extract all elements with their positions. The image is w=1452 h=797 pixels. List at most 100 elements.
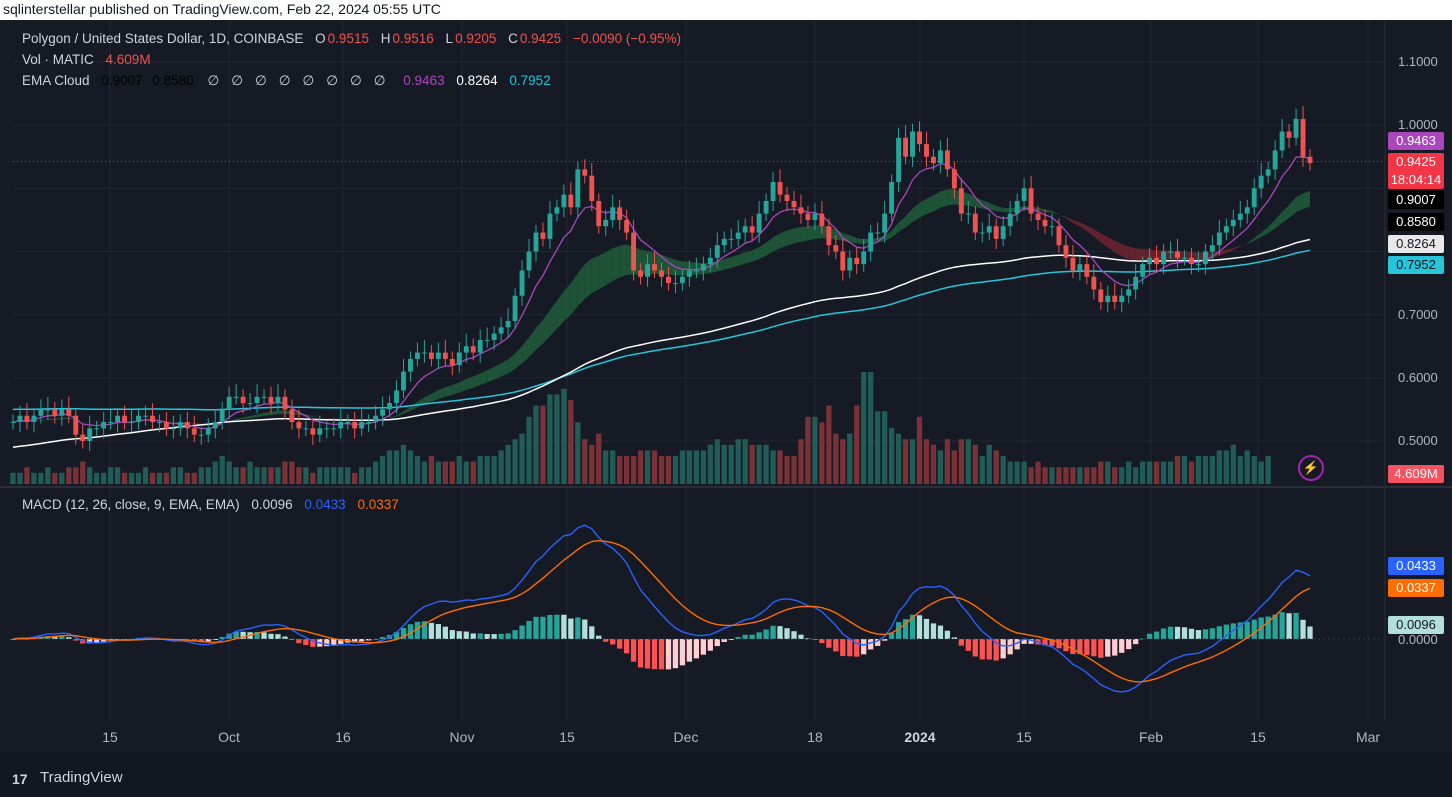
volume-tag: 4.609M [1388,465,1444,483]
volume-bar [610,450,616,484]
macd-histogram-bar [254,631,260,639]
ema-cloud-segment [773,233,781,252]
candle-body [484,339,490,341]
candle-body [728,238,734,240]
ema-legend: EMA Cloud 0.9007 0.8580 ∅∅∅∅∅∅∅∅ 0.9463 … [22,73,553,89]
candle-body [247,403,253,405]
ema-cloud-segment [584,258,592,299]
macd-histogram-bar [1167,626,1174,639]
volume-bar [24,467,30,484]
ema-cloud-segment [277,410,285,415]
macd-histogram-bar [568,618,574,639]
macd-histogram-bar [421,621,428,639]
candle-body [812,213,818,220]
x-tick: Feb [1138,729,1164,745]
volume-bar [986,444,992,484]
candle-body [889,182,895,214]
y-tick: 1.1000 [1398,54,1438,69]
volume-bar [1091,467,1097,484]
volume-bar [644,450,651,484]
macd-histogram-bar [1209,628,1216,639]
candle-body [714,245,720,258]
candles [10,106,1313,452]
macd-histogram-bar [749,634,755,639]
candle-body [268,396,274,404]
volume-bar [686,450,693,484]
candle-body [136,415,141,423]
volume-bar [547,394,553,484]
candle-body [1237,213,1243,220]
macd-histogram-bar [505,633,511,639]
macd-histogram-bar [888,632,895,639]
ema-cloud-segment [549,300,557,337]
macd-histogram-bar [414,621,421,639]
candle-body [1202,251,1208,265]
ema-cloud-segment [501,359,509,377]
candle-body [143,415,148,417]
candle-body [331,428,337,430]
candle-body [163,422,169,429]
volume-bar [59,472,65,484]
macd-histogram-bar [1042,639,1048,646]
candle-body [896,137,902,183]
lightning-icon[interactable]: ⚡ [1298,455,1324,481]
ema-cloud-segment [835,229,843,242]
volume-bar [749,444,755,484]
ema-cloud-segment [229,418,237,422]
candle-body [937,150,943,164]
volume-bar [1035,461,1041,484]
candle-body [129,422,134,424]
candle-body [1042,219,1048,227]
macd-histogram-bar [1279,612,1285,639]
candle-body [819,213,825,227]
macd-histogram-bar [686,639,693,662]
ema1-tag: 0.9007 [1388,191,1444,209]
volume-bar [1216,450,1222,484]
macd-histogram-bar [707,639,713,651]
macd-histogram-bar [840,639,846,656]
ema-cloud-segment [542,310,550,344]
candle-body [875,232,881,234]
candle-body [1112,295,1118,303]
candle-body [979,232,985,234]
volume-bar [596,433,602,484]
candle-body [882,213,888,233]
candle-body [1126,289,1132,296]
open-label: O [315,31,326,46]
candle-body [463,346,469,353]
volume-bar [233,467,239,484]
candle-body [1209,245,1215,252]
macd-histogram-bar [875,639,881,646]
volume-bar [275,467,281,484]
macd-histogram-bar [1286,613,1292,639]
volume-bar [317,467,323,484]
volume-label: Vol · MATIC [22,52,94,67]
candle-body [568,194,574,208]
macd-histogram-bar [1000,639,1006,659]
volume-bar [1265,456,1271,484]
ema-cloud-segment [480,370,488,385]
ema-cloud-segment [731,254,739,268]
candle-body [1230,219,1236,227]
candle-body [491,333,497,340]
candle-body [1133,276,1139,290]
volume-bar [728,444,734,484]
candle-body [1168,251,1173,253]
volume-bar [1195,456,1202,484]
candle-body [1091,276,1097,290]
macd-histogram-bar [777,626,783,639]
ema-cloud-segment [1233,246,1241,250]
candle-body [1077,264,1083,271]
candle-body [666,276,671,284]
ema-label: EMA Cloud [22,73,90,88]
volume-bar [1202,456,1209,484]
candle-body [903,137,908,157]
ema-cloud-segment [800,226,808,242]
candle-body [289,409,295,423]
candle-body [108,422,114,424]
macd-histogram-bar [226,633,232,639]
candle-body [1300,118,1306,157]
ema-cloud-segment [1282,205,1290,223]
macd-histogram-bar [1146,633,1153,639]
